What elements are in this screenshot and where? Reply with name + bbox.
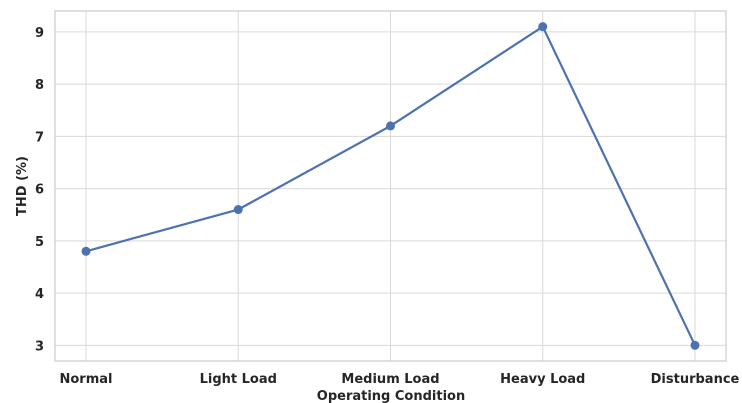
y-tick-labels: 3 4 5 6 7 8 9 <box>35 26 44 354</box>
x-tick-label: Disturbance <box>651 372 740 387</box>
plot-frame <box>54 10 727 362</box>
data-point <box>386 121 395 131</box>
y-axis-label: THD (%) <box>15 156 30 216</box>
x-tick-label: Medium Load <box>341 372 439 387</box>
y-tick-label: 3 <box>35 339 44 354</box>
y-tick-label: 7 <box>35 130 44 145</box>
data-point <box>233 205 243 215</box>
y-tick-label: 9 <box>35 26 44 41</box>
x-tick-label: Normal <box>60 372 113 387</box>
data-point <box>538 22 548 32</box>
y-tick-label: 6 <box>35 183 44 198</box>
y-tick-label: 5 <box>35 235 44 250</box>
x-tick-label: Light Load <box>200 372 277 387</box>
x-tick-label: Heavy Load <box>500 372 585 387</box>
x-tick-labels: Normal Light Load Medium Load Heavy Load Dis… <box>60 372 740 387</box>
grid-lines <box>55 11 726 361</box>
x-axis-label: Operating Condition <box>317 389 465 403</box>
series-layer <box>81 22 700 350</box>
data-point <box>690 340 700 350</box>
y-tick-label: 4 <box>35 287 44 302</box>
y-tick-label: 8 <box>35 78 44 93</box>
data-point <box>81 246 91 256</box>
